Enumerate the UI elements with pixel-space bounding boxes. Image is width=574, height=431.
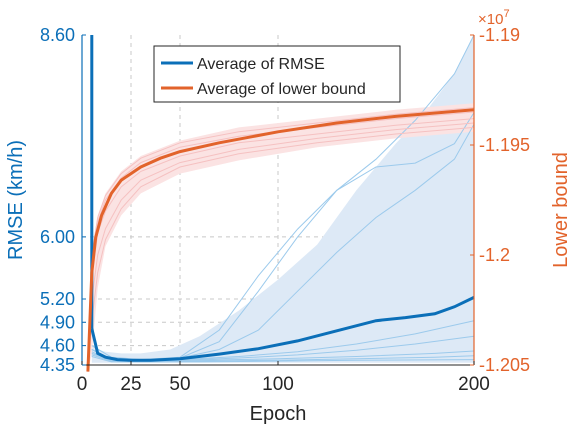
y-left-tick-label: 4.60 [40, 336, 75, 356]
legend-label-lower-bound: Average of lower bound [197, 81, 366, 98]
y-left-tick-label: 5.20 [40, 289, 75, 309]
x-tick-label: 50 [169, 374, 190, 395]
legend: Average of RMSE Average of lower bound [154, 46, 400, 102]
y-axis-right-label: Lower bound [550, 152, 572, 268]
x-tick-label: 200 [458, 374, 490, 395]
y-left-tick-label: 4.35 [40, 355, 75, 375]
right-axis-exponent-base: ×10 [478, 11, 503, 28]
y-left-tick-label: 6.00 [40, 227, 75, 247]
y-right-tick-label: -1.2 [479, 245, 510, 265]
y-left-tick-label: 8.60 [40, 25, 75, 45]
y-right-tick-label: -1.195 [479, 135, 530, 155]
y-axis-left-label: RMSE (km/h) [5, 140, 27, 260]
right-axis-exponent-power: 7 [503, 8, 509, 20]
y-right-tick-label: -1.19 [479, 25, 520, 45]
x-tick-label: 100 [262, 374, 294, 395]
x-tick-label: 0 [77, 374, 88, 395]
legend-label-rmse: Average of RMSE [197, 56, 325, 73]
y-right-tick-label: -1.205 [479, 355, 530, 375]
x-tick-label: 25 [120, 374, 141, 395]
x-axis-label: Epoch [250, 403, 307, 425]
y-left-tick-label: 4.90 [40, 312, 75, 332]
